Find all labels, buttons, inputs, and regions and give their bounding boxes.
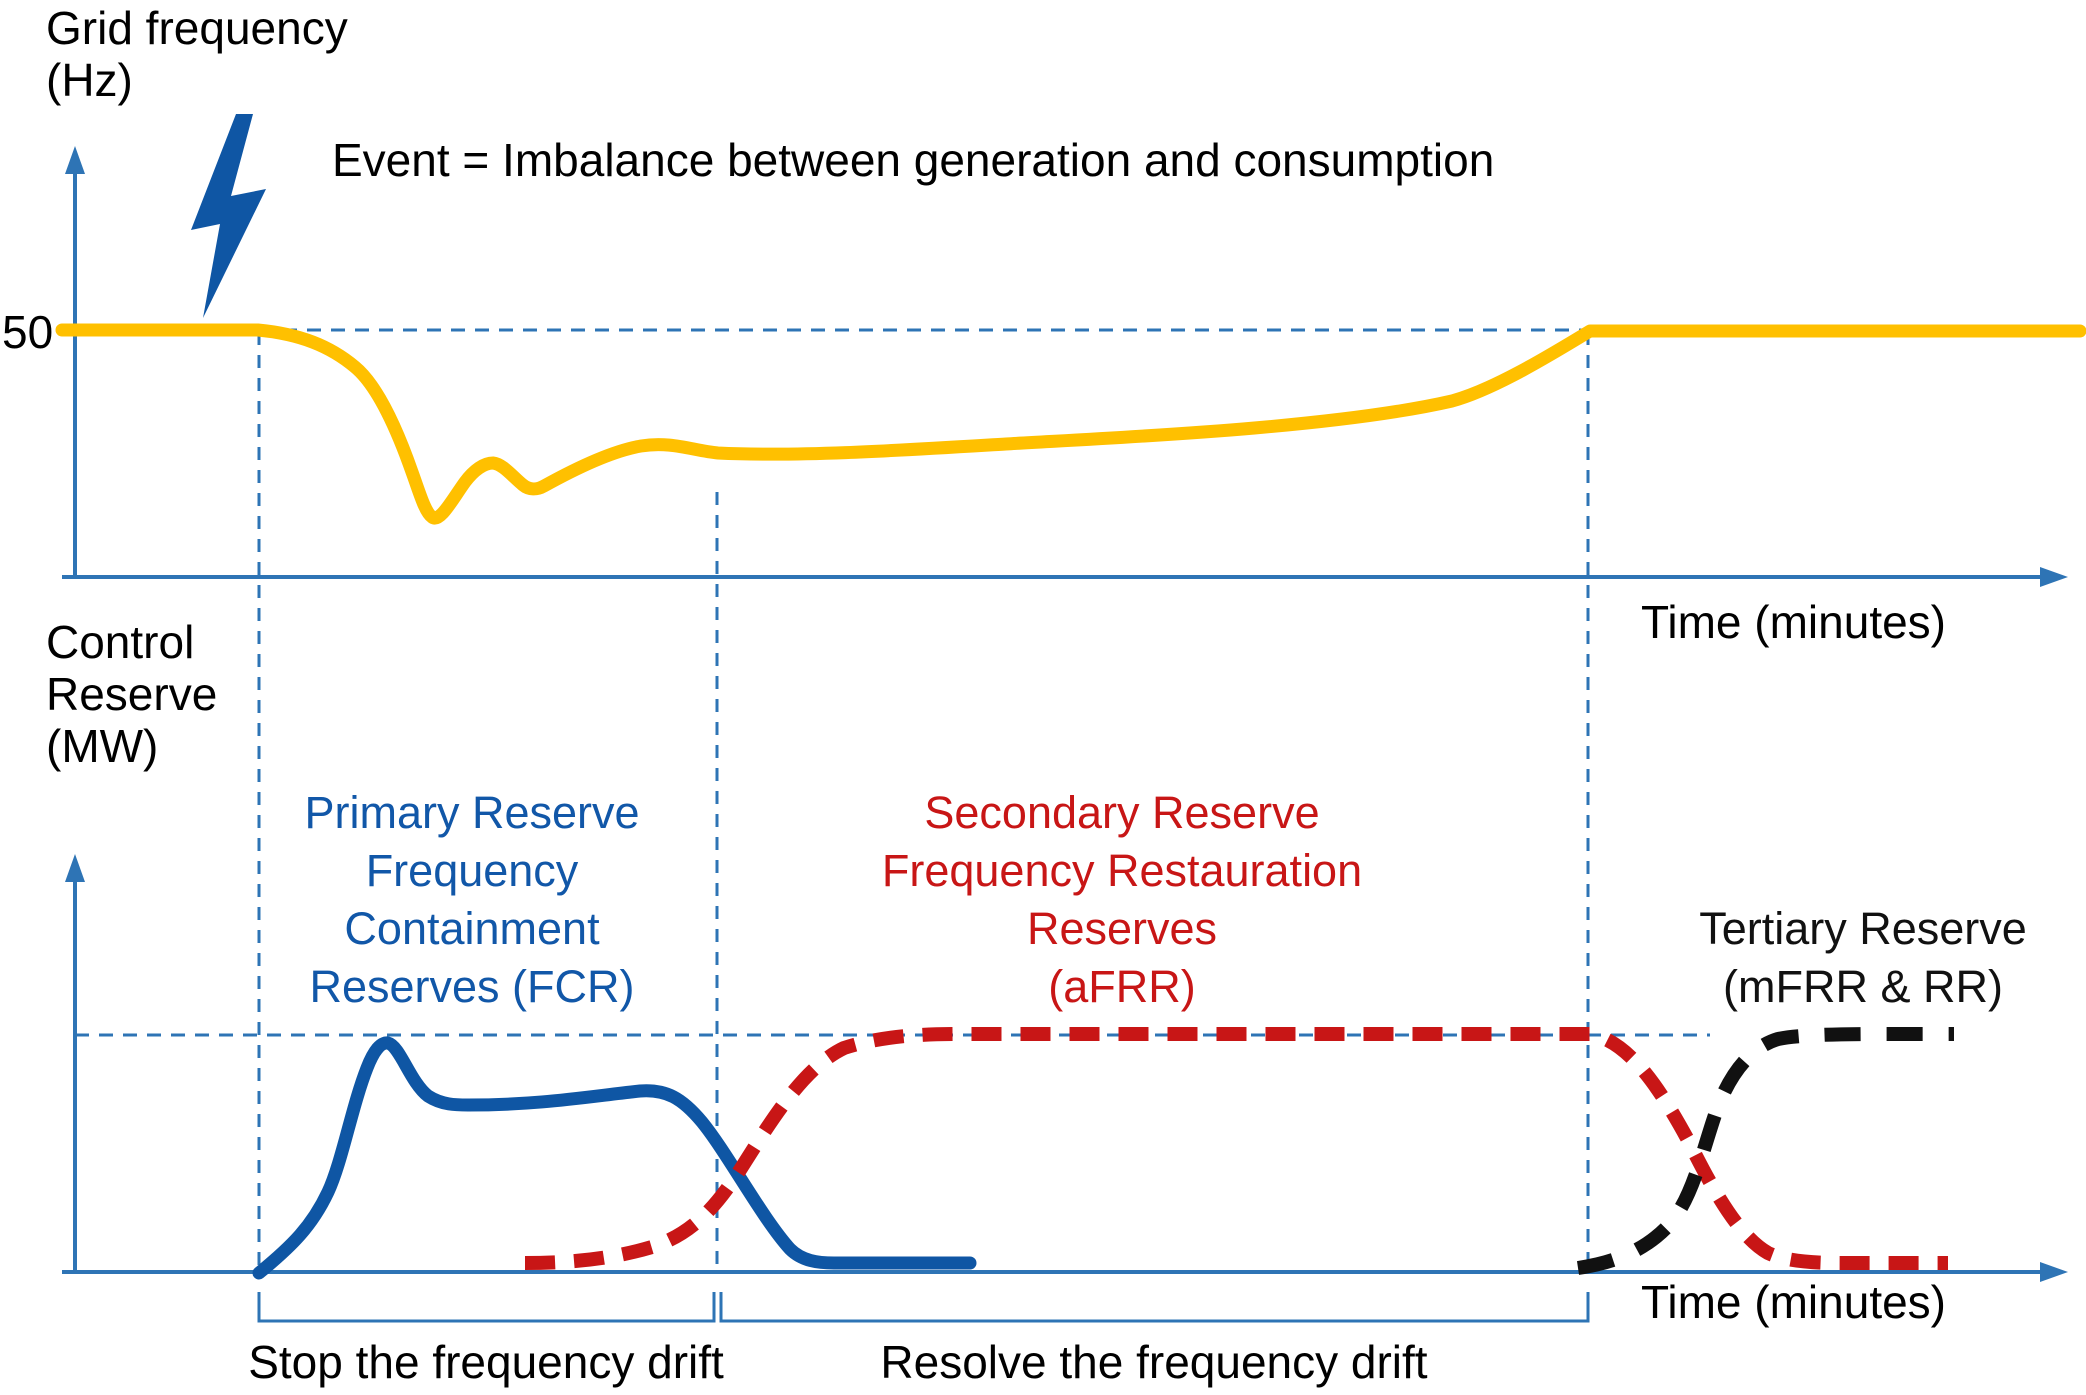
bottom-y-axis-title-line: Control [46,616,195,668]
bottom-y-axis-title: Control Reserve (MW) [46,616,217,772]
afrr-label-line: Reserves [1026,903,1218,954]
fcr-label-line: Containment [344,903,600,954]
fcr-label-line: Frequency [365,845,579,896]
phase2-bracket [719,1292,1590,1323]
bottom-y-axis-title-line: Reserve [46,668,218,720]
event-annotation: Event = Imbalance between generation and… [332,134,1495,186]
top-y-axis-title-line: Grid frequency [46,2,348,54]
bottom-x-axis-title: Time (minutes) [1641,1276,1946,1328]
top-x-axis-title: Time (minutes) [1641,596,1946,648]
phase1-label: Stop the frequency drift [248,1336,724,1388]
top-y-axis-title: Grid frequency (Hz) [46,2,348,106]
bottom-x-axis-arrow-icon [2040,1262,2068,1282]
top-y-axis-title-line: (Hz) [46,54,133,106]
top-y-axis-arrow-icon [65,146,85,174]
tertiary-label: Tertiary Reserve (mFRR & RR) [1643,900,2083,1016]
bottom-y-axis-title-line: (MW) [46,720,159,772]
mfrr-curve [1576,1027,1954,1275]
afrr-label-line: Frequency Restauration [881,845,1363,896]
lightning-bolt-icon [191,114,266,318]
phase2-label: Resolve the frequency drift [880,1336,1428,1388]
tertiary-label-line: (mFRR & RR) [1723,961,2003,1012]
grid-frequency-curve [55,323,2086,525]
bottom-y-axis-arrow-icon [65,854,85,882]
afrr-label-line: (aFRR) [1048,961,1196,1012]
fcr-label-line: Reserves (FCR) [309,961,635,1012]
fcr-label: Primary Reserve Frequency Containment Re… [232,784,712,1016]
fifty-hz-tick-label: 50 [2,306,54,358]
tertiary-label-line: Tertiary Reserve [1699,903,2027,954]
fcr-label-line: Primary Reserve [304,787,640,838]
top-x-axis-arrow-icon [2040,567,2068,587]
afrr-label-line: Secondary Reserve [924,787,1320,838]
afrr-label: Secondary Reserve Frequency Restauration… [822,784,1422,1016]
fcr-curve [252,1036,977,1280]
phase1-bracket [257,1292,716,1323]
